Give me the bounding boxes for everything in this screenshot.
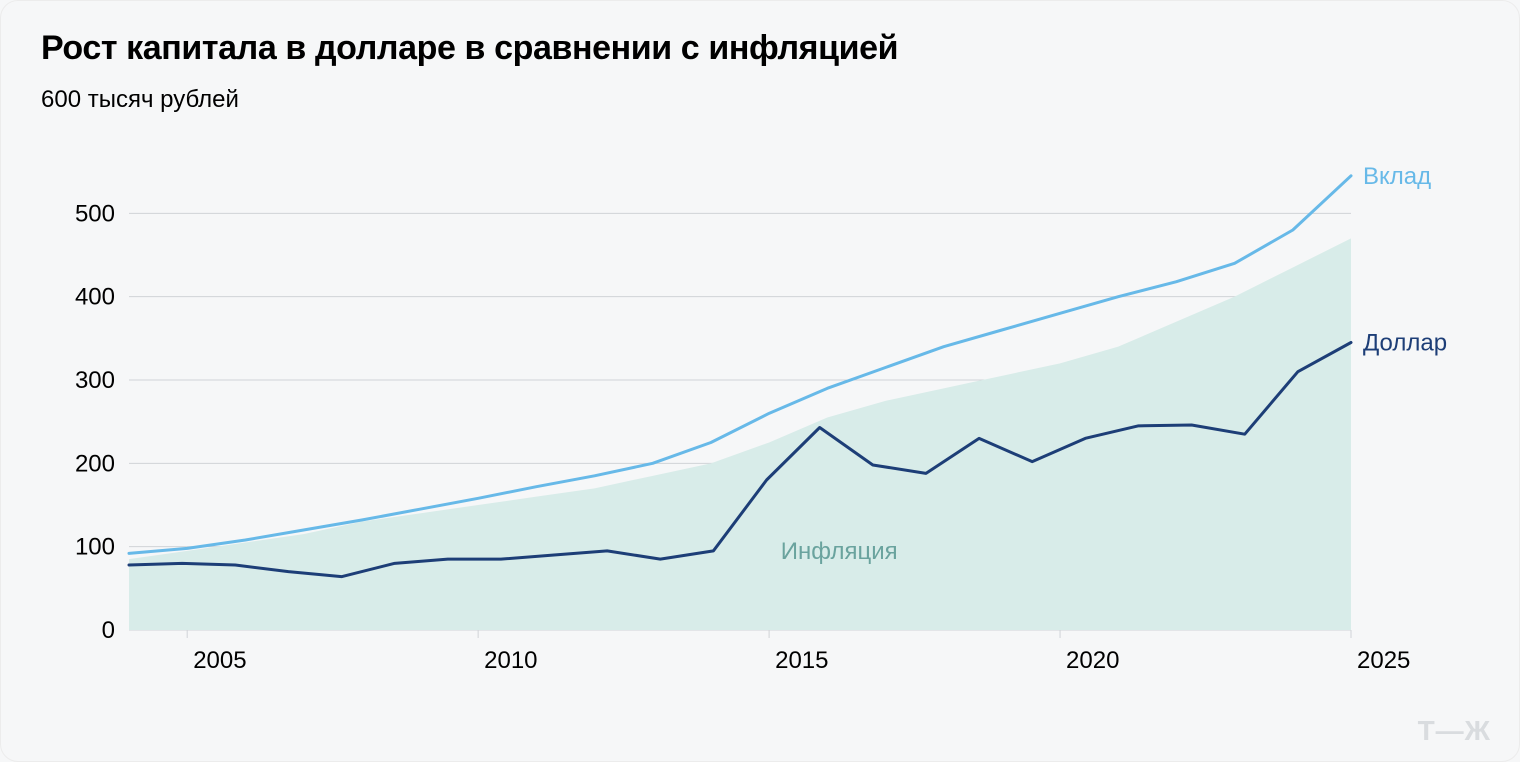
ytick-label: 200 [75,450,115,477]
ytick-label: 500 [75,200,115,227]
dollar-line-label: Доллар [1363,330,1447,357]
deposit-line-label: Вклад [1363,163,1431,190]
chart-card: Рост капитала в долларе в сравнении с ин… [0,0,1520,762]
ytick-label: 400 [75,284,115,311]
ytick-label: 0 [102,617,115,644]
chart-plot-area: 0 100 200 300 400 500 2005 2010 2015 2020 2025 Инфл… [41,120,1479,680]
xtick-label: 2020 [1066,647,1119,674]
ytick-label: 300 [75,367,115,394]
chart-title: Рост капитала в долларе в сравнении с ин… [41,29,1479,68]
inflation-label: Инфляция [781,538,898,565]
y-unit-label: 600 тысяч рублей [41,86,1479,114]
watermark: Т—Ж [1418,715,1491,747]
xtick-label: 2010 [484,647,537,674]
xtick-label: 2025 [1357,647,1410,674]
xtick-label: 2005 [193,647,246,674]
chart-svg: 0 100 200 300 400 500 2005 2010 2015 2020 2025 Инфл… [41,120,1481,680]
xtick-label: 2015 [775,647,828,674]
ytick-label: 100 [75,534,115,561]
